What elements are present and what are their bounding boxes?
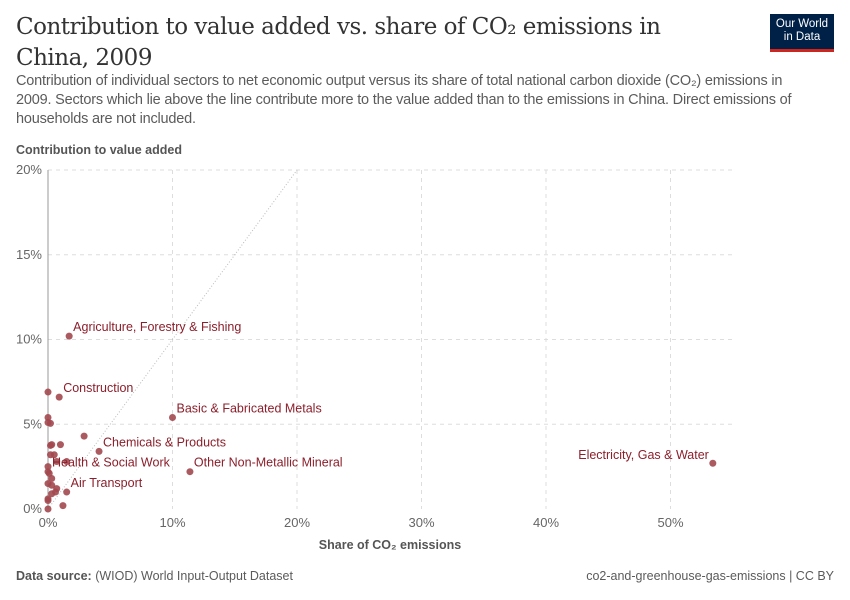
source-link[interactable]: (WIOD) World Input-Output Dataset (95, 569, 293, 583)
x-tick-label: 30% (408, 515, 434, 530)
data-point (169, 413, 176, 421)
y-tick-label: 10% (16, 332, 42, 347)
point-label: Basic & Fabricated Metals (177, 401, 322, 415)
y-axis-label: Contribution to value added (16, 143, 182, 157)
data-point (46, 419, 54, 427)
data-point (44, 497, 52, 505)
chart-title: Contribution to value added vs. share of… (16, 14, 661, 71)
data-point (50, 451, 58, 459)
data-point (48, 474, 56, 482)
x-axis-label: Share of CO₂ emissions (319, 538, 461, 552)
data-point (95, 447, 103, 455)
y-tick-label: 20% (16, 162, 42, 177)
owid-logo[interactable]: Our World in Data (770, 14, 834, 52)
data-point (44, 388, 52, 396)
point-label: Air Transport (71, 476, 143, 490)
data-point (44, 505, 52, 513)
data-point (59, 502, 67, 510)
point-label: Other Non-Metallic Mineral (194, 456, 343, 470)
x-tick-label: 50% (657, 515, 683, 530)
data-point (48, 490, 56, 498)
data-point (63, 458, 71, 466)
x-tick-label: 0% (39, 515, 58, 530)
data-point (65, 332, 73, 340)
data-point (46, 441, 54, 449)
reference-line (47, 169, 298, 510)
data-point (48, 481, 56, 489)
data-point (709, 459, 717, 467)
footer-license[interactable]: co2-and-greenhouse-gas-emissions | CC BY (586, 569, 834, 583)
data-point (53, 458, 61, 466)
point-label: Health & Social Work (52, 456, 171, 470)
data-source: Data source: (WIOD) World Input-Output D… (16, 569, 293, 583)
y-tick-label: 15% (16, 247, 42, 262)
data-point (44, 413, 52, 421)
data-point (63, 488, 71, 496)
point-label: Electricity, Gas & Water (578, 448, 709, 462)
y-tick-label: 5% (23, 416, 42, 431)
point-label: Chemicals & Products (103, 435, 226, 449)
point-label: Agriculture, Forestry & Fishing (73, 320, 241, 334)
x-tick-label: 20% (284, 515, 310, 530)
source-label: Data source: (16, 569, 92, 583)
point-label: Construction (63, 381, 133, 395)
x-tick-label: 10% (159, 515, 185, 530)
data-point (44, 463, 52, 471)
y-tick-label: 0% (23, 501, 42, 516)
x-tick-label: 40% (533, 515, 559, 530)
chart-subtitle: Contribution of individual sectors to ne… (16, 73, 792, 127)
data-point (56, 441, 64, 449)
data-point (55, 393, 63, 401)
data-point (186, 468, 194, 476)
data-point (80, 432, 88, 440)
